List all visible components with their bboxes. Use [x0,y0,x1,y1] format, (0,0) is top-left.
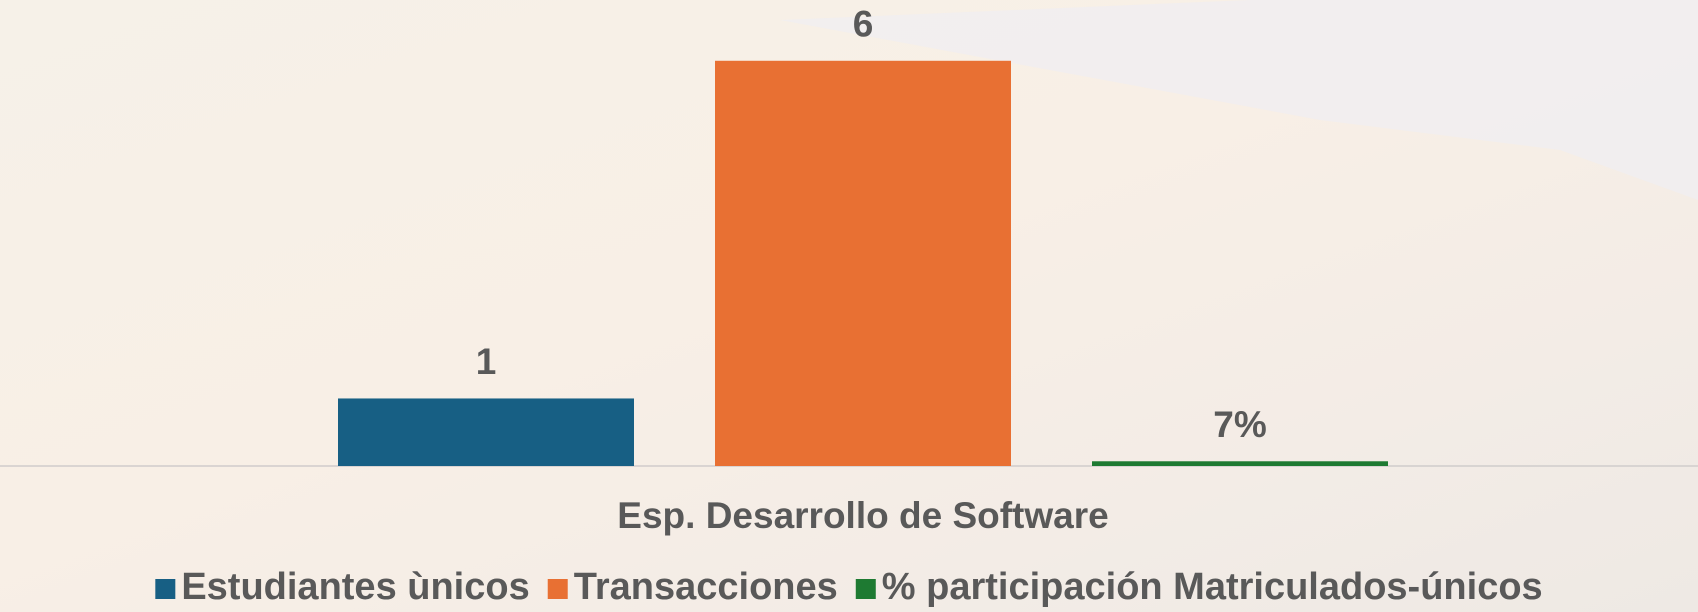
bar [338,398,634,466]
data-label: 7% [1213,404,1266,445]
legend-swatch [547,579,568,599]
legend-label: Estudiantes ùnicos [181,566,529,608]
data-label: 1 [476,341,497,382]
background-shape [780,0,1698,200]
legend-label: % participación Matriculados-únicos [882,566,1543,608]
bar [1092,461,1388,466]
data-label: 6 [853,4,874,45]
bar [715,60,1011,467]
legend-label: Transacciones [574,566,838,608]
x-tick-label: Esp. Desarrollo de Software [617,495,1108,536]
legend: Estudiantes ùnicos Transacciones % partici… [155,566,1543,608]
legend-swatch [855,579,876,599]
legend-swatch [155,579,176,599]
plot-area: 1 6 7% Esp. Desarrollo de Software [338,4,1388,536]
